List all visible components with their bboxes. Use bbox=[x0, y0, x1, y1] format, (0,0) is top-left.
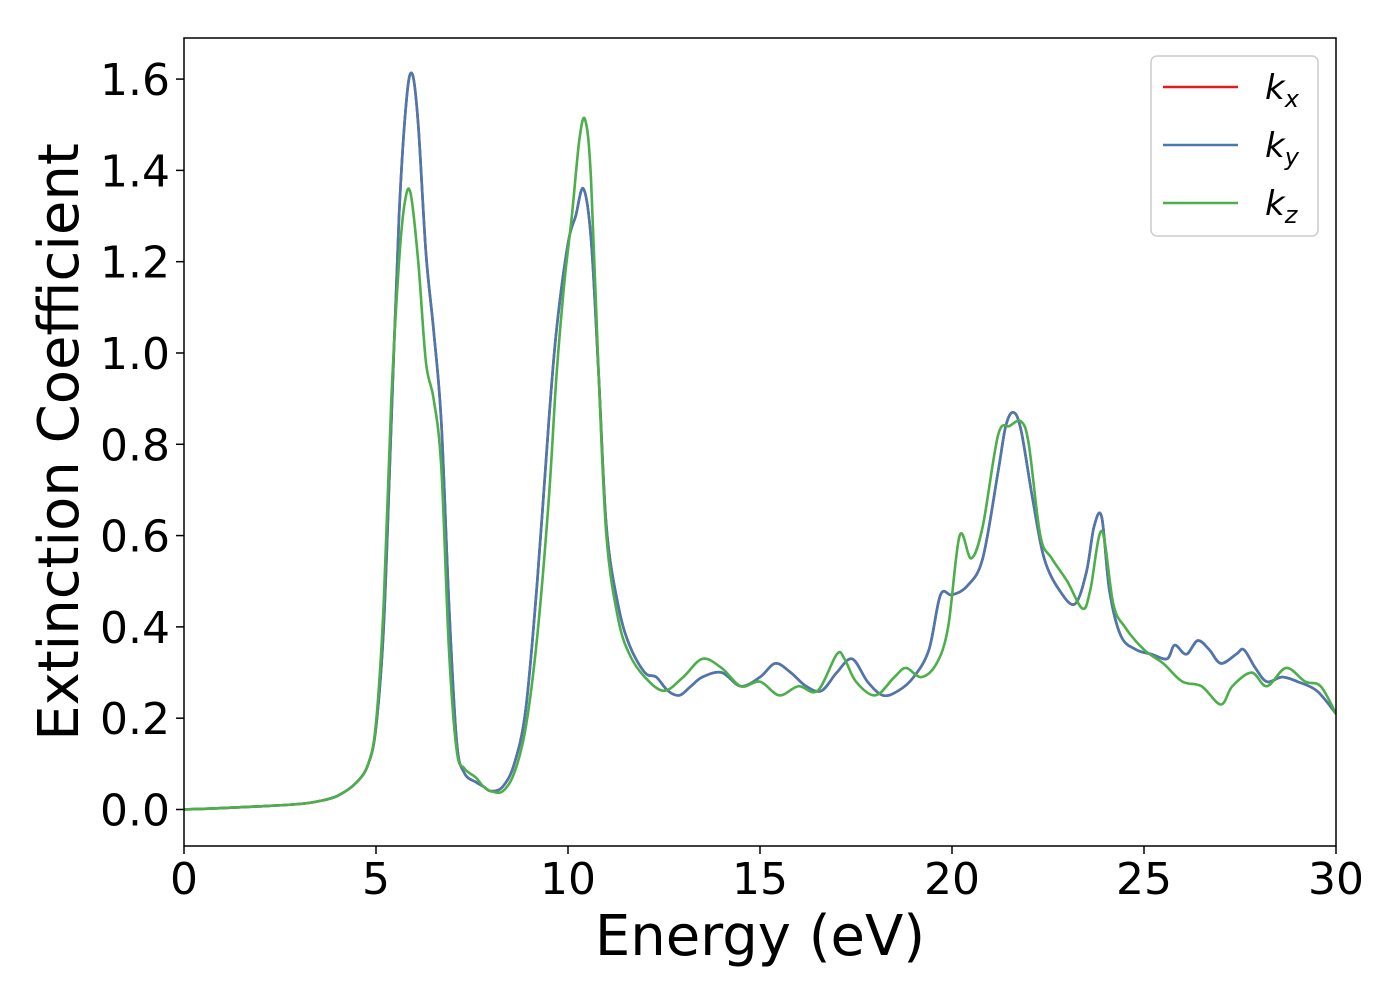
axes-frame bbox=[183, 37, 1337, 847]
plot-area bbox=[184, 71, 1336, 811]
x-tick-label: 10 bbox=[540, 854, 596, 905]
y-tick-label: 0.4 bbox=[100, 603, 170, 654]
y-tick-label: 0.8 bbox=[100, 420, 170, 471]
x-tick-label: 30 bbox=[1308, 854, 1364, 905]
series-line-kz bbox=[184, 116, 1336, 811]
y-tick-label: 1.0 bbox=[100, 329, 170, 380]
y-tick-label: 0.0 bbox=[100, 785, 170, 836]
legend: kx ky kz bbox=[1150, 55, 1319, 237]
y-tick-label: 1.6 bbox=[100, 55, 170, 106]
y-tick-label: 0.2 bbox=[100, 694, 170, 745]
y-axis-label: Extinction Coefficient bbox=[27, 143, 92, 741]
x-axis-label: Energy (eV) bbox=[595, 904, 925, 969]
y-tick-label: 1.2 bbox=[100, 238, 170, 289]
x-tick-label: 25 bbox=[1116, 854, 1172, 905]
x-tick-label: 15 bbox=[732, 854, 788, 905]
legend-label-kx: kx bbox=[1265, 68, 1300, 113]
y-tick-label: 0.6 bbox=[100, 512, 170, 563]
x-tick-label: 20 bbox=[924, 854, 980, 905]
series-line-ky bbox=[184, 71, 1336, 811]
legend-label-kz: kz bbox=[1265, 184, 1299, 229]
legend-label-ky: ky bbox=[1265, 126, 1300, 171]
y-axis: 0.0 0.2 0.4 0.6 0.8 1.0 1.2 1.4 1.6 bbox=[100, 55, 184, 836]
x-axis: 0 5 10 15 20 25 30 bbox=[170, 846, 1364, 905]
x-tick-label: 0 bbox=[170, 854, 198, 905]
x-tick-label: 5 bbox=[362, 854, 390, 905]
y-tick-label: 1.4 bbox=[100, 146, 170, 197]
